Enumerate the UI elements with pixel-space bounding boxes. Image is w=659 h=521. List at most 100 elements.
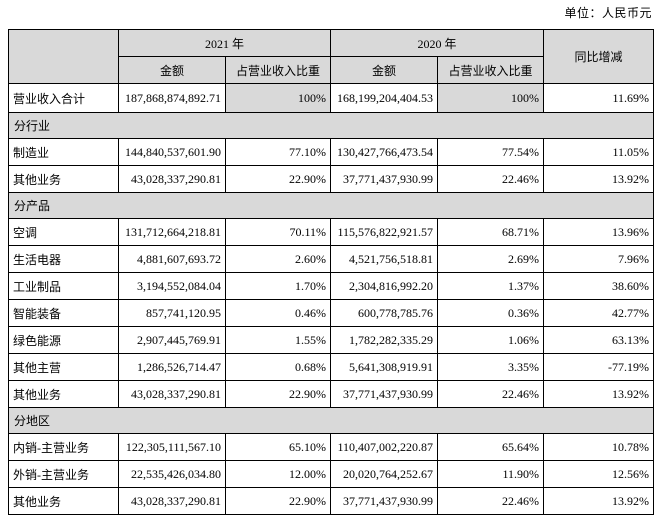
- amount-2021: 857,741,120.95: [118, 299, 226, 327]
- amount-2020: 110,407,002,220.87: [330, 433, 439, 461]
- amount-2020: 4,521,756,518.81: [330, 245, 439, 273]
- row-label: 其他主营: [8, 353, 119, 381]
- proportion-2021: 0.46%: [224, 299, 332, 327]
- header-proportion-2021: 占营业收入比重: [224, 56, 332, 84]
- yoy-change: 42.77%: [543, 299, 655, 327]
- section-row: 分产品: [7, 192, 655, 219]
- amount-2020: 130,427,766,473.54: [330, 138, 439, 166]
- amount-2020: 168,199,204,404.53: [330, 83, 439, 113]
- row-label: 绿色能源: [8, 326, 119, 354]
- section-label: 分产品: [7, 192, 655, 219]
- yoy-change: 13.96%: [543, 218, 655, 246]
- amount-2021: 22,535,426,034.80: [118, 460, 226, 488]
- unit-label: 单位：人民币元: [564, 6, 652, 20]
- table-row: 智能装备 857,741,120.95 0.46% 600,778,785.76 0.3…: [8, 299, 655, 327]
- proportion-2021: 22.90%: [224, 487, 332, 515]
- row-label: 工业制品: [8, 272, 119, 300]
- proportion-2020: 1.06%: [437, 326, 545, 354]
- proportion-2020: 2.69%: [437, 245, 545, 273]
- table-row: 制造业 144,840,537,601.90 77.10% 130,427,766,4…: [8, 138, 655, 166]
- proportion-2020: 22.46%: [437, 380, 545, 408]
- header-row-years: 2021 年 2020 年 同比增减: [8, 29, 655, 84]
- yoy-change: 63.13%: [543, 326, 655, 354]
- header-year-2021: 2021 年: [117, 29, 332, 57]
- row-label: 生活电器: [8, 245, 119, 273]
- amount-2021: 4,881,607,693.72: [118, 245, 226, 273]
- amount-2020: 37,771,437,930.99: [330, 380, 439, 408]
- section-label: 分行业: [7, 112, 655, 139]
- yoy-change: 38.60%: [543, 272, 655, 300]
- row-label: 内销-主营业务: [8, 433, 119, 461]
- proportion-2020: 100%: [437, 83, 545, 113]
- proportion-2020: 77.54%: [437, 138, 545, 166]
- proportion-2021: 22.90%: [224, 165, 332, 193]
- table-row: 其他业务 43,028,337,290.81 22.90% 37,771,437,93…: [8, 380, 655, 408]
- amount-2021: 43,028,337,290.81: [118, 380, 226, 408]
- proportion-2020: 11.90%: [437, 460, 545, 488]
- proportion-2021: 1.55%: [224, 326, 332, 354]
- proportion-2021: 77.10%: [224, 138, 332, 166]
- row-label: 其他业务: [8, 487, 119, 515]
- amount-2020: 20,020,764,252.67: [330, 460, 439, 488]
- amount-2020: 5,641,308,919.91: [330, 353, 439, 381]
- header-proportion-2020: 占营业收入比重: [437, 56, 545, 84]
- yoy-change: 13.92%: [543, 380, 655, 408]
- table-row: 其他主营 1,286,526,714.47 0.68% 5,641,308,919.9…: [8, 353, 655, 381]
- table-row: 生活电器 4,881,607,693.72 2.60% 4,521,756,518.8…: [8, 245, 655, 273]
- table-row: 绿色能源 2,907,445,769.91 1.55% 1,782,282,335.2…: [8, 326, 655, 354]
- yoy-change: 11.69%: [543, 83, 655, 113]
- table-row: 营业收入合计 187,868,874,892.71 100% 168,199,204,…: [8, 83, 655, 113]
- proportion-2020: 22.46%: [437, 487, 545, 515]
- table-row: 内销-主营业务 122,305,111,567.10 65.10% 110,407,0…: [8, 433, 655, 461]
- yoy-change: 7.96%: [543, 245, 655, 273]
- header-yoy-change: 同比增减: [543, 29, 655, 84]
- amount-2021: 122,305,111,567.10: [118, 433, 226, 461]
- header-amount-2020: 金额: [330, 56, 439, 84]
- yoy-change: 13.92%: [543, 165, 655, 193]
- row-label: 其他业务: [8, 380, 119, 408]
- row-label: 外销-主营业务: [8, 460, 119, 488]
- row-label: 智能装备: [8, 299, 119, 327]
- section-label: 分地区: [7, 407, 655, 434]
- proportion-2021: 70.11%: [224, 218, 332, 246]
- amount-2020: 115,576,822,921.57: [330, 218, 439, 246]
- amount-2020: 37,771,437,930.99: [330, 165, 439, 193]
- row-label: 其他业务: [8, 165, 119, 193]
- section-row: 分地区: [7, 407, 655, 434]
- amount-2021: 3,194,552,084.04: [118, 272, 226, 300]
- amount-2020: 2,304,816,992.20: [330, 272, 439, 300]
- yoy-change: 11.05%: [543, 138, 655, 166]
- revenue-table: 2021 年 2020 年 同比增减 金额 占营业收入比重 金额 占营业收入比重…: [7, 29, 655, 515]
- table-row: 工业制品 3,194,552,084.04 1.70% 2,304,816,992.2…: [8, 272, 655, 300]
- proportion-2020: 22.46%: [437, 165, 545, 193]
- proportion-2021: 1.70%: [224, 272, 332, 300]
- table-row: 外销-主营业务 22,535,426,034.80 12.00% 20,020,764…: [8, 460, 655, 488]
- header-row-measures: 金额 占营业收入比重 金额 占营业收入比重: [9, 56, 654, 84]
- header-corner-cell: [8, 29, 119, 84]
- proportion-2021: 65.10%: [224, 433, 332, 461]
- yoy-change: 13.92%: [543, 487, 655, 515]
- row-label: 制造业: [8, 138, 119, 166]
- amount-2021: 131,712,664,218.81: [118, 218, 226, 246]
- table-row: 其他业务 43,028,337,290.81 22.90% 37,771,437,93…: [8, 165, 655, 193]
- proportion-2020: 3.35%: [437, 353, 545, 381]
- proportion-2021: 2.60%: [224, 245, 332, 273]
- proportion-2020: 65.64%: [437, 433, 545, 461]
- yoy-change: 10.78%: [543, 433, 655, 461]
- row-label: 营业收入合计: [8, 83, 119, 113]
- header-amount-2021: 金额: [118, 56, 226, 84]
- amount-2021: 43,028,337,290.81: [118, 165, 226, 193]
- table-row: 其他业务 43,028,337,290.81 22.90% 37,771,437,93…: [8, 487, 655, 515]
- table-row: 空调 131,712,664,218.81 70.11% 115,576,822,92…: [8, 218, 655, 246]
- amount-2021: 144,840,537,601.90: [118, 138, 226, 166]
- section-row: 分行业: [7, 112, 655, 139]
- proportion-2020: 0.36%: [437, 299, 545, 327]
- proportion-2021: 12.00%: [224, 460, 332, 488]
- amount-2021: 1,286,526,714.47: [118, 353, 226, 381]
- row-label: 空调: [8, 218, 119, 246]
- table-body: 营业收入合计 187,868,874,892.71 100% 168,199,204,…: [7, 83, 655, 515]
- amount-2020: 1,782,282,335.29: [330, 326, 439, 354]
- amount-2021: 187,868,874,892.71: [118, 83, 226, 113]
- yoy-change: -77.19%: [543, 353, 655, 381]
